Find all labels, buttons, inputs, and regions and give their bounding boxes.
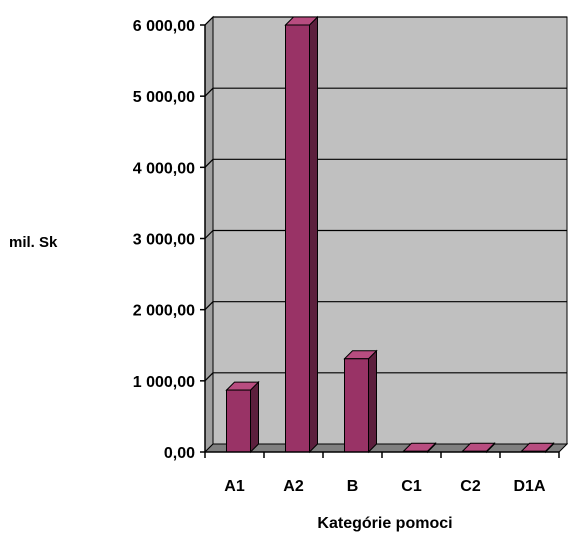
bar-front	[285, 24, 310, 453]
bar-side	[309, 15, 318, 454]
y-tick-label: 5 000,00	[133, 89, 195, 106]
y-tick-label: 3 000,00	[133, 232, 195, 249]
x-tick-label: A1	[224, 478, 245, 495]
bar-side	[250, 380, 259, 454]
bars	[225, 15, 555, 454]
plot-area	[203, 15, 568, 454]
y-tick-label: 1 000,00	[133, 374, 195, 391]
grid-line-side	[204, 301, 214, 311]
y-tick-label: 4 000,00	[133, 160, 195, 177]
y-tick-label: 6 000,00	[133, 18, 195, 35]
x-tick-label: C1	[401, 478, 422, 495]
y-tick-label: 0,00	[164, 445, 195, 462]
bar	[343, 349, 378, 454]
x-axis-label: Kategórie pomoci	[317, 515, 452, 532]
grid-line-side	[204, 158, 214, 168]
bar	[284, 15, 319, 454]
grid-line-side	[204, 16, 214, 26]
axes	[200, 24, 560, 458]
grid-lines	[204, 16, 567, 382]
y-tick-label: 2 000,00	[133, 303, 195, 320]
y-axis-label: mil. Sk	[9, 234, 58, 251]
bar-side	[368, 349, 377, 454]
bar-front	[344, 358, 369, 453]
x-tick-label: C2	[460, 478, 481, 495]
x-tick-label: A2	[283, 478, 304, 495]
bar	[225, 380, 260, 454]
x-tick-label: B	[347, 478, 359, 495]
plot-floor	[203, 443, 568, 453]
x-tick-labels: A1 A2 B C1 C2 D1A	[224, 478, 546, 495]
bar-front	[226, 389, 251, 453]
grid-line-side	[204, 230, 214, 239]
grid-line-side	[204, 372, 214, 382]
grid-line-side	[204, 87, 214, 97]
y-tick-labels: 0,00 1 000,00 2 000,00 3 000,00 4 000,00 5 00…	[133, 18, 195, 462]
x-tick-label: D1A	[513, 478, 545, 495]
